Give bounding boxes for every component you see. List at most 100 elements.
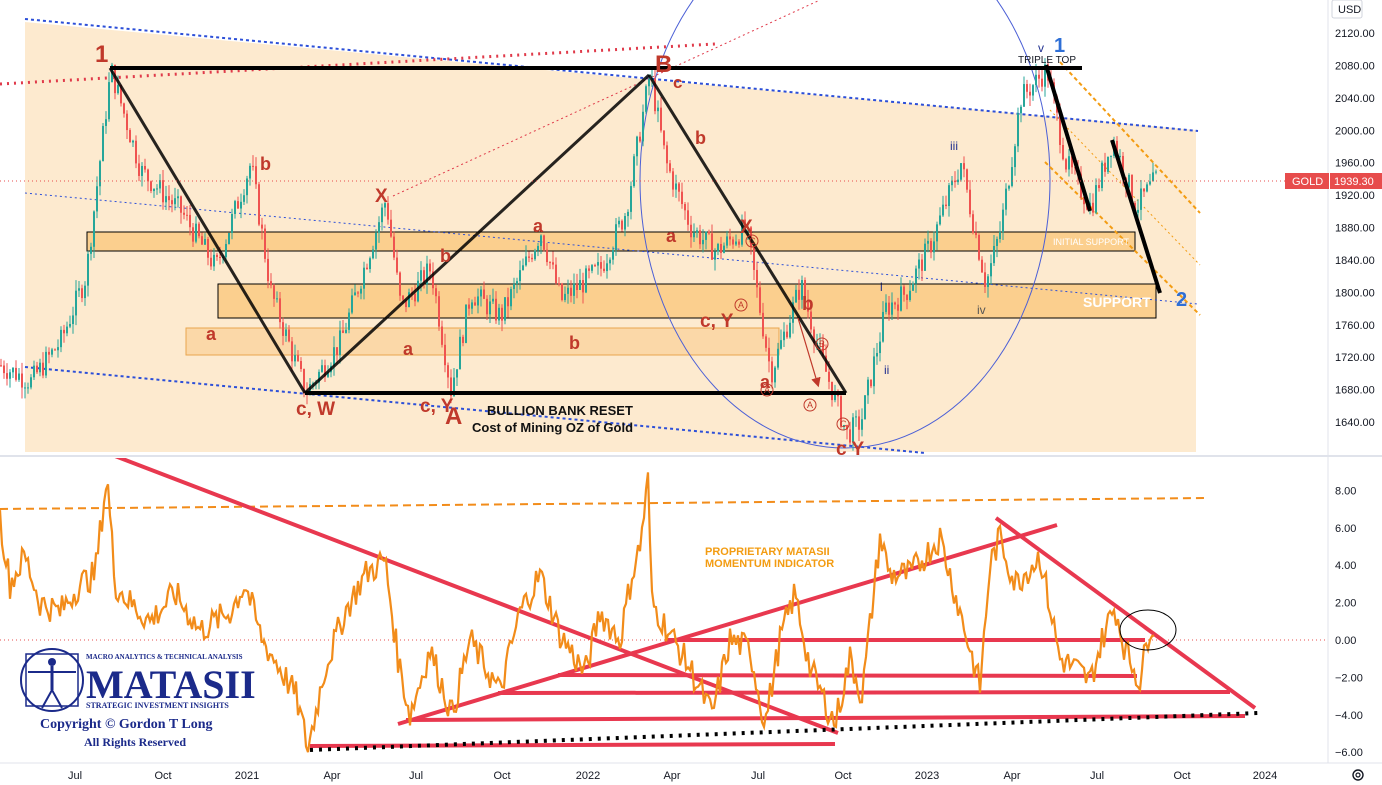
candle-body <box>150 181 152 192</box>
svg-text:C: C <box>749 236 756 246</box>
candle-body <box>294 355 296 362</box>
candle-body <box>15 367 17 380</box>
candle-body <box>1035 74 1037 86</box>
time-tick-label: Oct <box>154 770 171 782</box>
candle-body <box>360 288 362 294</box>
candle-body <box>678 183 680 192</box>
candle-body <box>1155 171 1157 173</box>
candle-body <box>906 294 908 300</box>
wave-label-1: 1 <box>95 41 108 68</box>
price-tick-label: 1800.00 <box>1335 287 1375 299</box>
candle-body <box>135 140 137 164</box>
candle-body <box>144 165 146 170</box>
candle-body <box>147 169 149 182</box>
red-dotted-upper <box>0 42 716 86</box>
candle-body <box>432 271 434 289</box>
wave-label-a-3: a <box>533 216 544 236</box>
candle-body <box>45 351 47 376</box>
candle-body <box>297 355 299 362</box>
candle-body <box>1146 184 1148 192</box>
candle-body <box>393 236 395 258</box>
candle-body <box>636 136 638 157</box>
candle-body <box>357 292 359 294</box>
circled-wave-labels: A C B A C A <box>734 234 850 431</box>
candle-body <box>249 165 251 179</box>
time-tick-label: Apr <box>1003 770 1020 782</box>
candle-body <box>438 296 440 327</box>
candle-body <box>879 341 881 354</box>
wave-label-a-5: a <box>760 372 771 392</box>
candle-body <box>195 223 197 242</box>
candle-body <box>912 283 914 291</box>
candle-body <box>597 262 599 266</box>
candle-body <box>957 179 959 183</box>
price-badge <box>1330 173 1382 189</box>
candle-body <box>882 311 884 342</box>
candle-body <box>969 189 971 215</box>
candle-body <box>198 223 200 237</box>
candle-body <box>624 216 626 230</box>
candle-body <box>171 200 173 205</box>
candle-body <box>855 416 857 418</box>
time-tick-label: 2022 <box>576 770 600 782</box>
candle-body <box>1092 202 1094 213</box>
settings-gear-icon[interactable] <box>1352 769 1364 781</box>
candle-body <box>561 283 563 301</box>
wave-label-cy-bottom: c Y <box>836 439 865 460</box>
candle-body <box>1044 64 1046 87</box>
candle-body <box>342 330 344 333</box>
svg-text:A: A <box>738 300 744 310</box>
wave-label-cw: c, W <box>296 399 335 420</box>
svg-text:A: A <box>807 400 813 410</box>
candle-body <box>768 347 770 362</box>
price-axis: 1640.00 1680.00 1720.00 1760.00 1800.00 1840.… <box>1335 28 1375 429</box>
price-tick-label: 1760.00 <box>1335 320 1375 332</box>
red-dotted-diagonal <box>392 0 821 197</box>
time-tick-label: 2024 <box>1253 770 1277 782</box>
candle-body <box>645 86 647 112</box>
candle-body <box>450 377 452 396</box>
momentum-axis: 8.00 6.00 4.00 2.00 0.00 −2.00 −4.00 −6.00 <box>1335 485 1363 759</box>
candle-body <box>588 268 590 271</box>
triple-top-label: TRIPLE TOP <box>1018 55 1076 66</box>
candle-body <box>717 243 719 252</box>
candle-body <box>813 329 815 344</box>
middle-blue-trendline <box>24 192 1199 305</box>
candle-body <box>723 245 725 253</box>
candle-body <box>684 204 686 211</box>
candle-body <box>585 268 587 293</box>
candle-body <box>621 220 623 230</box>
candle-body <box>537 246 539 251</box>
price-tick-label: 1880.00 <box>1335 223 1375 235</box>
candle-body <box>285 329 287 336</box>
candle-body <box>639 136 641 142</box>
candle-body <box>618 220 620 225</box>
candle-body <box>891 302 893 315</box>
candle-body <box>885 302 887 312</box>
candle-body <box>507 297 509 307</box>
lower-blue-trendline <box>24 366 926 454</box>
candle-body <box>189 214 191 228</box>
wave-label-ii: ii <box>884 363 889 377</box>
candle-body <box>120 85 122 104</box>
candle-body <box>129 130 131 143</box>
candle-body <box>465 304 467 343</box>
candle-body <box>327 372 329 377</box>
candle-body <box>501 307 503 321</box>
candle-body <box>1023 84 1025 107</box>
candle-body <box>846 425 848 430</box>
candle-body <box>570 287 572 296</box>
candle-body <box>735 241 737 245</box>
candle-body <box>948 185 950 207</box>
candle-body <box>669 163 671 172</box>
lower-support-box <box>185 327 780 356</box>
cycle-ellipse <box>639 0 1051 449</box>
candle-body <box>339 330 341 355</box>
candle-body <box>915 268 917 284</box>
candle-body <box>963 163 965 170</box>
candle-body <box>165 196 167 203</box>
candle-body <box>702 239 704 245</box>
price-tick-label: 1640.00 <box>1335 417 1375 429</box>
wave-label-cy-mid: c, Y <box>700 311 734 332</box>
logo-tagline-bottom: STRATEGIC INVESTMENT INSIGHTS <box>86 701 229 710</box>
